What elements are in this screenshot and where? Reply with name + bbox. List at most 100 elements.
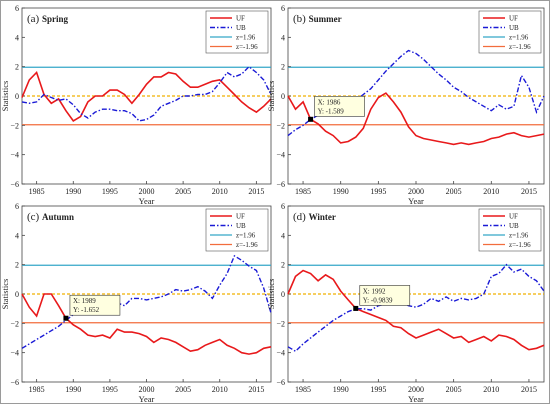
y-tick-label: −2 — [276, 319, 285, 328]
y-tick-label: −2 — [10, 319, 19, 328]
y-tick-label: 6 — [15, 4, 19, 13]
x-tick-label: 2010 — [212, 187, 228, 196]
x-tick-label: 2000 — [408, 187, 424, 196]
legend-label: z=-1.96 — [509, 241, 531, 249]
datatip-box — [69, 294, 121, 316]
y-tick-label: 0 — [281, 92, 285, 101]
y-tick-label: 2 — [15, 63, 19, 72]
x-tick-label: 1990 — [333, 385, 349, 394]
y-tick-label: 4 — [281, 33, 285, 42]
datatip-marker — [353, 305, 359, 311]
y-tick-label: −4 — [276, 151, 285, 160]
series-line-uf — [287, 92, 545, 146]
y-tick-label: −2 — [276, 121, 285, 130]
x-tick-label: 2005 — [446, 187, 462, 196]
y-axis-label: Statistics — [266, 279, 276, 310]
x-tick-label: 2015 — [521, 187, 537, 196]
x-tick-label: 1995 — [102, 385, 118, 394]
y-tick-label: 0 — [15, 92, 19, 101]
x-tick-label: 2010 — [483, 187, 499, 196]
panel-winter: 1985 1990 1995 2000 2005 2010 2015 −6 −4 −2 0 2 4 6 Ye… — [266, 202, 545, 404]
x-tick-label: 1995 — [102, 187, 118, 196]
datatip-x: X: 1989 — [73, 297, 96, 305]
panel-spring: 1985 1990 1995 2000 2005 2010 2015 −6 −4 −2 0 2 4 6 Ye… — [0, 4, 272, 206]
series-line-uf — [21, 71, 272, 122]
y-tick-label: 4 — [15, 33, 19, 42]
y-tick-label: 0 — [281, 290, 285, 299]
x-tick-label: 1985 — [29, 385, 45, 394]
legend-label: UB — [509, 222, 519, 230]
datatip-box — [314, 96, 365, 117]
legend-label: UF — [509, 213, 518, 221]
panel-season-title: Winter — [309, 212, 336, 222]
legend-label: z=1.96 — [509, 232, 529, 240]
y-tick-label: 6 — [281, 202, 285, 211]
datatip-y: Y: -0.9839 — [363, 296, 393, 304]
datatip-y: Y: -1.652 — [73, 306, 100, 314]
y-tick-label: 6 — [281, 4, 285, 13]
y-axis-label: Statistics — [266, 81, 276, 112]
panel-title: (a) Spring — [27, 13, 68, 25]
panel-title: (c) Autumn — [27, 211, 74, 223]
x-tick-label: 2015 — [248, 187, 264, 196]
legend-label: z=1.96 — [236, 34, 256, 42]
series-line-uf — [287, 269, 545, 351]
x-tick-label: 2010 — [212, 385, 228, 394]
panel-title: (d) Winter — [293, 211, 336, 223]
x-tick-label: 2000 — [139, 187, 155, 196]
y-tick-label: 2 — [281, 63, 285, 72]
x-tick-label: 2000 — [408, 385, 424, 394]
panel-label: (d) — [293, 211, 309, 223]
datatip-x: X: 1992 — [363, 287, 386, 295]
x-tick-label: 2005 — [446, 385, 462, 394]
legend-label: z=-1.96 — [236, 241, 258, 249]
x-tick-label: 1995 — [370, 385, 386, 394]
y-axis-label: Statistics — [0, 81, 10, 112]
x-axis-label: Year — [408, 196, 424, 206]
x-tick-label: 1985 — [295, 187, 311, 196]
panel-season-title: Summer — [309, 14, 342, 24]
datatip-x: X: 1986 — [318, 98, 341, 106]
legend-label: UB — [236, 24, 246, 32]
x-tick-label: 1995 — [370, 187, 386, 196]
datatip-marker — [308, 116, 314, 122]
y-tick-label: −2 — [10, 121, 19, 130]
panel-season-title: Spring — [42, 14, 69, 24]
x-axis-label: Year — [139, 394, 155, 404]
series-line-ub — [287, 263, 545, 353]
x-tick-label: 2000 — [139, 385, 155, 394]
panel-label: (c) — [27, 211, 42, 223]
panel-season-title: Autumn — [42, 212, 74, 222]
y-tick-label: −4 — [10, 151, 19, 160]
legend-label: z=-1.96 — [509, 43, 531, 51]
legend-label: z=1.96 — [509, 34, 529, 42]
legend-label: z=1.96 — [236, 232, 256, 240]
datatip-box — [359, 285, 411, 306]
x-tick-label: 2010 — [483, 385, 499, 394]
y-tick-label: −6 — [276, 378, 285, 387]
series-line-uf — [21, 293, 272, 355]
x-tick-label: 2005 — [175, 385, 191, 394]
y-tick-label: −6 — [10, 378, 19, 387]
x-tick-label: 2015 — [248, 385, 264, 394]
y-tick-label: −6 — [10, 180, 19, 189]
y-tick-label: 2 — [15, 261, 19, 270]
x-tick-label: 2005 — [175, 187, 191, 196]
x-tick-label: 1985 — [295, 385, 311, 394]
legend-label: UF — [236, 15, 245, 23]
x-axis-label: Year — [139, 196, 155, 206]
x-tick-label: 1990 — [65, 385, 81, 394]
panel-label: (a) — [27, 13, 42, 25]
x-tick-label: 1990 — [65, 187, 81, 196]
panel-summer: 1985 1990 1995 2000 2005 2010 2015 −6 −4 −2 0 2 4 6 Ye… — [266, 4, 545, 206]
legend-label: UF — [236, 213, 245, 221]
y-tick-label: 2 — [281, 261, 285, 270]
y-tick-label: −6 — [276, 180, 285, 189]
legend-label: UF — [509, 15, 518, 23]
y-tick-label: 0 — [15, 290, 19, 299]
legend-label: z=-1.96 — [236, 43, 258, 51]
x-tick-label: 1985 — [29, 187, 45, 196]
x-tick-label: 2015 — [521, 385, 537, 394]
